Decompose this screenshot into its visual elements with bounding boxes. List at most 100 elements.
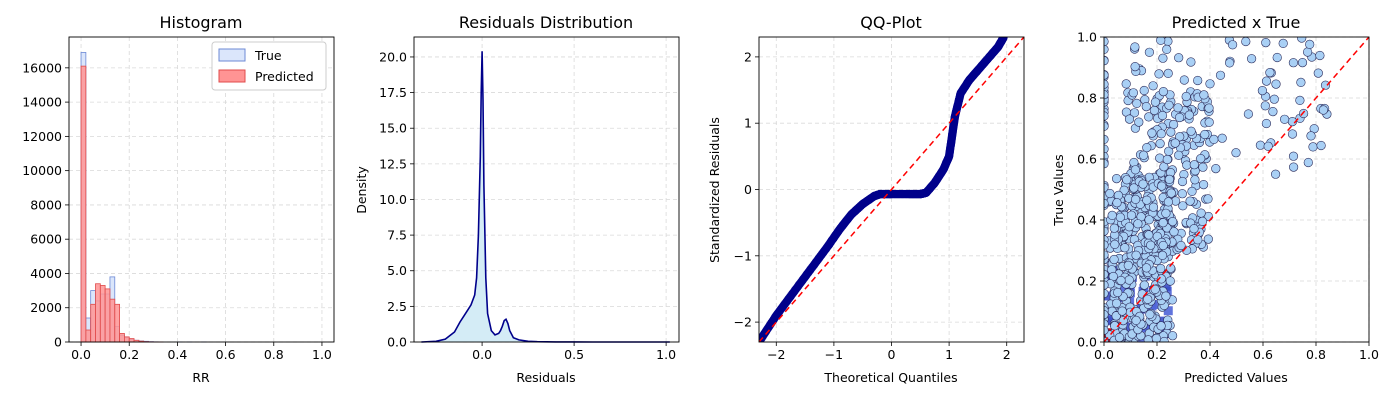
qq-ytick-label: 0 xyxy=(744,182,752,197)
pt-point xyxy=(1269,94,1279,104)
pt-point xyxy=(1116,275,1126,286)
pt-point xyxy=(1315,50,1325,61)
pt-clip-group xyxy=(1104,37,1369,342)
pt-point xyxy=(1279,114,1290,124)
pt-point xyxy=(1148,81,1158,91)
pt-point xyxy=(1104,79,1109,89)
pt-ytick-label: 0.2 xyxy=(1077,274,1097,289)
pt-point xyxy=(1145,309,1155,320)
pt-point xyxy=(1105,188,1115,199)
pt-xtick-label: 0.8 xyxy=(1306,347,1326,362)
hist-ytick-label: 4000 xyxy=(30,266,62,281)
pt-point xyxy=(1120,243,1130,253)
pt-point xyxy=(1193,75,1203,86)
hist-xtick-label: 0.0 xyxy=(71,347,91,362)
pt-point xyxy=(1268,106,1278,117)
pt-point xyxy=(1204,117,1214,127)
pt-point xyxy=(1104,37,1109,47)
qq-point xyxy=(999,37,1008,42)
pt-point xyxy=(1217,133,1227,143)
pt-point xyxy=(1104,240,1109,250)
histogram-bar-predicted xyxy=(124,336,130,343)
residuals-ylabel: Density xyxy=(354,166,369,214)
pred-true-xlabel: Predicted Values xyxy=(1184,370,1288,385)
pred-true-panel: 0.0 0.2 0.4 0.6 0.8 1.0 0.0 0.2 0.4 0.6 0.8 1.0 xyxy=(1077,30,1379,363)
pt-point xyxy=(1164,100,1174,110)
pt-point xyxy=(1203,234,1213,244)
pt-point xyxy=(1111,174,1122,184)
pt-point xyxy=(1176,240,1186,251)
pt-point xyxy=(1297,37,1307,43)
hexbin-cell xyxy=(1104,291,1114,301)
pt-point xyxy=(1173,103,1183,113)
pt-frame xyxy=(1103,36,1370,343)
pt-point xyxy=(1104,70,1109,80)
qqplot-xlabel: Theoretical Quantiles xyxy=(823,370,957,385)
pt-ytick-label: 0.4 xyxy=(1077,213,1097,228)
pt-point xyxy=(1139,280,1149,290)
pt-point xyxy=(1163,68,1173,78)
pt-point xyxy=(1157,181,1167,191)
pt-point xyxy=(1112,198,1122,208)
pt-point xyxy=(1104,325,1109,335)
pt-point xyxy=(1150,97,1160,107)
pt-xtick-label: 0.2 xyxy=(1147,347,1167,362)
hist-xtick-label: 1.0 xyxy=(312,347,332,362)
pt-point xyxy=(1107,210,1117,220)
resid-xtick-label: 0.0 xyxy=(472,347,492,362)
pt-point xyxy=(1129,183,1139,193)
pt-point xyxy=(1161,208,1171,218)
pt-point xyxy=(1141,263,1152,273)
pt-point xyxy=(1161,291,1171,301)
qq-reference-line xyxy=(759,37,1024,342)
pt-point xyxy=(1186,126,1196,136)
resid-ytick-label: 20.0 xyxy=(379,49,407,64)
legend-label-predicted: Predicted xyxy=(255,69,314,84)
pt-point xyxy=(1134,117,1144,127)
pt-point xyxy=(1104,44,1109,54)
qq-clip-group xyxy=(759,37,1024,342)
pt-point xyxy=(1154,69,1164,79)
pt-point xyxy=(1104,134,1109,144)
pt-point xyxy=(1150,284,1160,295)
pt-point xyxy=(1187,186,1197,196)
pt-point xyxy=(1133,219,1143,229)
hexbin-cell xyxy=(1104,316,1114,326)
pt-point xyxy=(1177,176,1188,187)
pt-point xyxy=(1104,269,1109,279)
hist-xtick-label: 0.4 xyxy=(167,347,187,362)
resid-xtick-label: 1.0 xyxy=(656,347,676,362)
qq-ytick-label: 1 xyxy=(744,116,752,131)
pt-point xyxy=(1167,331,1178,341)
pt-point xyxy=(1142,143,1152,153)
resid-ytick-label: 10.0 xyxy=(379,192,407,207)
pt-point xyxy=(1198,162,1208,172)
resid-frame xyxy=(413,36,680,343)
pt-point xyxy=(1272,52,1282,63)
hist-ytick-label: 14000 xyxy=(22,95,62,110)
histogram-xlabel: RR xyxy=(192,370,210,385)
pt-point xyxy=(1122,175,1132,185)
hist-xtick-label: 0.2 xyxy=(119,347,139,362)
pt-point xyxy=(1166,127,1176,137)
qq-xtick-label: 2 xyxy=(1003,347,1011,362)
pt-point xyxy=(1199,90,1209,100)
pt-point xyxy=(1139,85,1149,96)
histogram-legend: True Predicted xyxy=(211,41,327,91)
pt-point xyxy=(1109,223,1119,233)
pt-point xyxy=(1211,164,1221,174)
pt-point xyxy=(1124,222,1134,232)
qq-ytick-label: 2 xyxy=(744,49,752,64)
pt-point xyxy=(1246,54,1257,64)
pt-point xyxy=(1298,108,1309,119)
pt-point xyxy=(1158,240,1168,251)
pt-point xyxy=(1308,142,1318,152)
pt-xtick-label: 0.6 xyxy=(1253,347,1273,362)
pt-point xyxy=(1104,280,1109,290)
pt-point xyxy=(1130,165,1140,175)
pt-point xyxy=(1113,287,1123,298)
pt-point xyxy=(1157,110,1168,121)
hist-frame xyxy=(68,36,335,343)
pt-point xyxy=(1288,151,1299,161)
